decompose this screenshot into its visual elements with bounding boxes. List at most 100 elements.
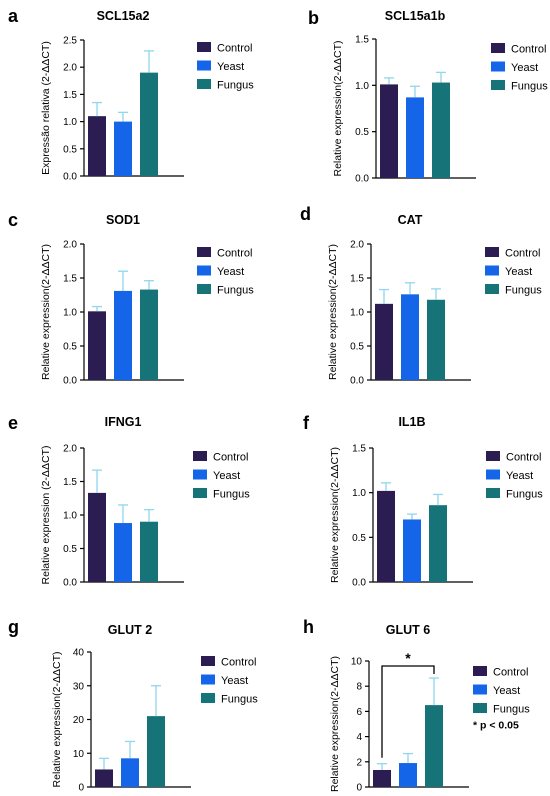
legend-swatch-control (197, 42, 211, 52)
legend-label-fungus: Fungus (213, 489, 250, 501)
legend-label-yeast: Yeast (493, 685, 520, 697)
legend-label-yeast: Yeast (221, 675, 248, 687)
bar-fungus (140, 289, 158, 380)
legend-swatch-yeast (201, 674, 215, 685)
bar-control (88, 311, 106, 380)
significance-star: * (405, 650, 411, 666)
y-tick-label: 0.0 (350, 376, 364, 387)
legend-swatch-fungus (197, 284, 211, 294)
legend-label-control: Control (505, 248, 540, 260)
bar-control (377, 490, 395, 582)
legend-swatch-yeast (485, 265, 499, 276)
significance-note: * p < 0.05 (473, 720, 519, 732)
y-tick-label: 1.5 (352, 444, 366, 455)
y-tick-label: 0.5 (63, 544, 77, 555)
y-axis-label: Relative expression(2-ΔΔCT) (329, 656, 341, 792)
legend-label-control: Control (217, 43, 252, 55)
legend-label-control: Control (213, 452, 248, 464)
bar-control (88, 116, 106, 176)
y-axis-label: Relative expression (2-ΔΔCT) (40, 446, 52, 585)
bar-yeast (121, 758, 139, 787)
bar-yeast (114, 523, 132, 582)
y-axis-label: Expressão relativa (2-ΔΔCT) (40, 41, 52, 175)
bar-control (380, 84, 398, 178)
legend-swatch-fungus (486, 488, 500, 498)
chart-panel-g: g GLUT 2 0 10 20 30 40 Relative expression(2-ΔΔ… (8, 617, 258, 794)
panel-letter: f (303, 413, 310, 433)
y-tick-label: 2 (356, 757, 362, 768)
bar-yeast (114, 121, 132, 176)
bar-fungus (427, 299, 445, 380)
bar-yeast (114, 290, 132, 380)
y-tick-label: 0.0 (63, 578, 77, 589)
chart-title: IFNG1 (105, 415, 142, 429)
chart-panel-b: b SCL15a1b 0.0 0.5 1.0 1.5 Relative expression… (308, 8, 548, 185)
chart-panel-a: a SCL15a2 0.0 0.5 1.0 1.5 2.0 2.5 Expressão rela… (8, 6, 254, 183)
y-tick-label: 0.5 (352, 533, 366, 544)
panel-letter: d (300, 204, 311, 224)
y-tick-label: 10 (351, 657, 363, 668)
y-tick-label: 1.0 (350, 308, 364, 319)
legend-swatch-control (485, 247, 499, 257)
y-tick-label: 1.5 (63, 477, 77, 488)
y-tick-label: 0.5 (355, 127, 369, 138)
y-axis-label: Relative expression(2-ΔΔCT) (40, 244, 52, 380)
y-tick-label: 10 (73, 749, 85, 760)
legend-swatch-fungus (201, 693, 215, 703)
legend-swatch-fungus (197, 79, 211, 89)
y-tick-label: 0 (356, 783, 362, 794)
bar-fungus (429, 505, 447, 582)
y-tick-label: 2.0 (63, 63, 77, 74)
chart-title: SOD1 (106, 213, 140, 227)
y-tick-label: 4 (356, 732, 362, 743)
y-tick-label: 40 (73, 648, 85, 659)
legend-label-control: Control (217, 248, 252, 260)
y-axis-label: Relative expression(2-ΔΔCT) (329, 447, 341, 583)
chart-title: CAT (398, 213, 423, 227)
y-tick-label: 2.0 (350, 240, 364, 251)
bar-control (375, 303, 393, 380)
y-axis-label: Relative expression(2-ΔΔCT) (51, 652, 63, 788)
y-tick-label: 2.5 (63, 36, 77, 47)
bar-yeast (406, 97, 424, 178)
y-tick-label: 30 (73, 681, 85, 692)
y-tick-label: 20 (73, 715, 85, 726)
y-tick-label: 1.5 (63, 274, 77, 285)
y-tick-label: 1.0 (355, 81, 369, 92)
legend-swatch-fungus (485, 284, 499, 294)
bar-yeast (399, 763, 417, 787)
y-tick-label: 0.5 (63, 144, 77, 155)
y-tick-label: 0.0 (352, 578, 366, 589)
legend-label-yeast: Yeast (217, 61, 244, 73)
y-axis-label: Relative expression(2-ΔΔCT) (327, 244, 339, 380)
bar-control (373, 769, 391, 787)
legend-swatch-control (201, 656, 215, 666)
panel-letter: c (8, 210, 18, 230)
legend-label-control: Control (221, 657, 256, 669)
bar-fungus (432, 82, 450, 178)
y-tick-label: 8 (356, 682, 362, 693)
bar-fungus (425, 705, 443, 787)
legend-swatch-control (486, 451, 500, 461)
y-tick-label: 0.0 (63, 172, 77, 183)
legend-label-control: Control (511, 44, 546, 56)
y-tick-label: 1.0 (63, 308, 77, 319)
chart-panel-f: f IL1B 0.0 0.5 1.0 1.5 Relative expression(2-Δ… (303, 413, 543, 589)
legend-label-yeast: Yeast (217, 266, 244, 278)
y-tick-label: 1.5 (350, 274, 364, 285)
legend-label-fungus: Fungus (506, 489, 543, 501)
y-axis-label: Relative expression(2-ΔΔCT) (332, 41, 344, 177)
y-tick-label: 1.5 (355, 35, 369, 46)
legend-swatch-yeast (491, 61, 505, 72)
legend-label-fungus: Fungus (217, 285, 254, 297)
y-tick-label: 1.0 (63, 117, 77, 128)
legend-label-control: Control (493, 667, 528, 679)
y-tick-label: 0.0 (355, 174, 369, 185)
y-tick-label: 2.0 (63, 240, 77, 251)
legend-swatch-yeast (486, 469, 500, 480)
legend-swatch-control (491, 43, 505, 53)
legend-label-fungus: Fungus (217, 80, 254, 92)
y-tick-label: 1.0 (352, 488, 366, 499)
panel-letter: a (8, 6, 19, 26)
